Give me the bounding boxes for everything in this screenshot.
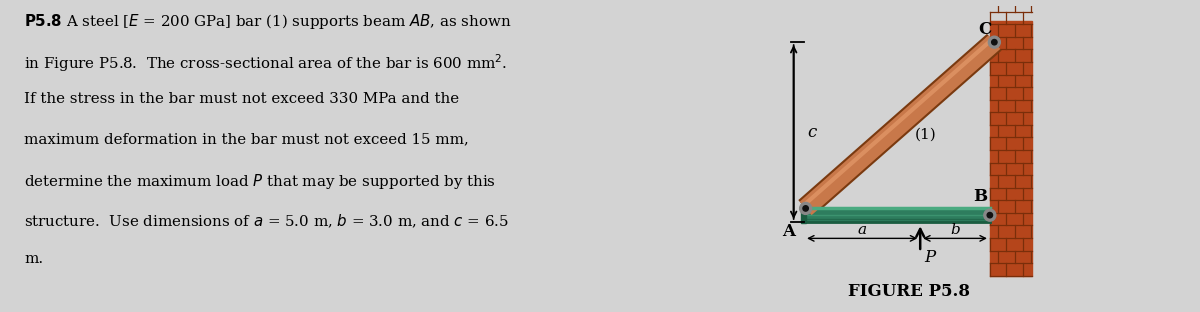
Bar [990,21,1032,276]
Text: B: B [973,188,986,205]
Text: a: a [858,223,866,237]
Text: c: c [808,124,816,140]
Circle shape [988,212,992,218]
Text: b: b [950,223,960,237]
Text: $\mathbf{P5.8}$ A steel [$E$ = 200 GPa] bar (1) supports beam $AB$, as shown: $\mathbf{P5.8}$ A steel [$E$ = 200 GPa] … [24,12,512,32]
Text: A: A [782,223,796,240]
Text: structure.  Use dimensions of $a$ = 5.0 m, $b$ = 3.0 m, and $c$ = 6.5: structure. Use dimensions of $a$ = 5.0 m… [24,212,509,230]
Text: m.: m. [24,252,43,266]
Circle shape [984,209,996,221]
Circle shape [989,36,1001,48]
Text: in Figure P5.8.  The cross-sectional area of the bar is 600 mm$^2$.: in Figure P5.8. The cross-sectional area… [24,52,508,74]
Text: (1): (1) [914,127,937,141]
Circle shape [803,206,809,211]
Circle shape [991,40,997,45]
Text: C: C [978,21,991,38]
Text: maximum deformation in the bar must not exceed 15 mm,: maximum deformation in the bar must not … [24,132,469,146]
Text: If the stress in the bar must not exceed 330 MPa and the: If the stress in the bar must not exceed… [24,92,460,106]
Circle shape [799,202,811,214]
Text: FIGURE P5.8: FIGURE P5.8 [848,283,970,300]
Bar [800,207,806,223]
Text: P: P [924,249,935,266]
Text: determine the maximum load $P$ that may be supported by this: determine the maximum load $P$ that may … [24,172,497,191]
Bar [804,208,990,222]
